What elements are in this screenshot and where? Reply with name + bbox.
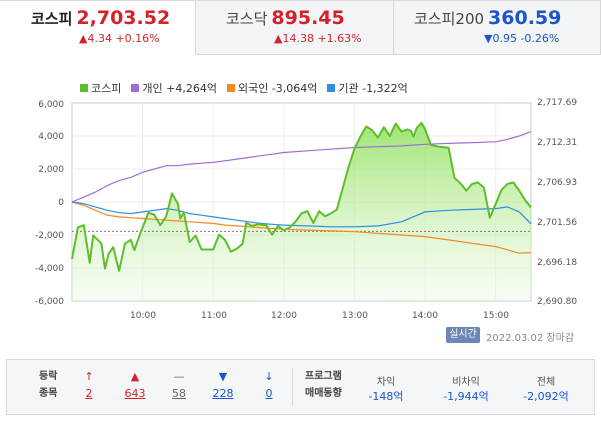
tab-kosdaq-name: 코스닥 — [226, 10, 268, 28]
program-total-label: 전체 — [536, 377, 556, 388]
tab-kospi-name: 코스피 — [31, 10, 73, 28]
panel-divider — [292, 368, 293, 406]
chart-grid — [72, 103, 531, 301]
individual-line — [71, 131, 532, 203]
x-axis-tick: 11:00 — [201, 311, 227, 321]
legend-item-foreign[interactable]: 외국인 -3,064억 — [226, 80, 318, 96]
breadth-arrow-icon: ▲ — [130, 370, 140, 383]
left-axis-tick: 0 — [58, 198, 64, 208]
right-axis-tick: 2,712.31 — [537, 138, 578, 148]
chart-series — [71, 121, 532, 301]
legend-item-institution[interactable]: 기관 -1,322억 — [327, 80, 408, 96]
breadth-count-link[interactable]: 2 — [85, 387, 93, 400]
right-axis-tick: 2,701.56 — [537, 218, 578, 228]
breadth-count-link[interactable]: 0 — [265, 387, 273, 400]
breadth-arrow-icon: ↑ — [84, 370, 94, 383]
tab-kosdaq-change: ▲14.38 +1.63% — [274, 32, 362, 45]
legend-label: 코스피 — [91, 82, 122, 95]
right-axis-tick: 2,717.69 — [537, 98, 578, 108]
left-axis-tick: -2,000 — [34, 231, 64, 241]
market-close-date: 2022.03.02 장마감 — [486, 333, 575, 344]
x-axis-tick: 15:00 — [483, 311, 509, 321]
tab-kospi[interactable]: 코스피 2,703.52 ▲4.34 +0.16% — [0, 0, 196, 55]
tab-kospi-change: ▲4.34 +0.16% — [79, 32, 160, 45]
left-axis-tick: 4,000 — [38, 132, 64, 142]
tab-kosdaq-value: 895.45 — [271, 7, 345, 29]
breadth-arrow-icon: ↓ — [264, 370, 274, 383]
breadth-arrow-icon: — — [173, 370, 185, 383]
breadth-arrow-icon: ▼ — [218, 370, 228, 383]
chart-legend: 코스피 개인 +4,264억 외국인 -3,064억 기관 -1,322억 — [80, 80, 408, 96]
index-tabs: 코스피 2,703.52 ▲4.34 +0.16% 코스닥 895.45 ▲14.3… — [0, 0, 601, 55]
breadth-header-2: 종목 — [39, 388, 58, 399]
program-total-value: -2,092억 — [523, 390, 569, 403]
breadth-count-link[interactable]: 58 — [172, 387, 186, 400]
breadth-count-link[interactable]: 643 — [124, 387, 146, 400]
x-axis-tick: 12:00 — [271, 311, 297, 321]
legend-swatch — [327, 84, 336, 92]
breadth-count-link[interactable]: 228 — [212, 387, 234, 400]
realtime-badge[interactable]: 실시간 — [446, 327, 480, 343]
legend-swatch — [226, 84, 235, 92]
program-nonarbitrage-label: 비차익 — [452, 377, 480, 388]
left-axis-tick: 6,000 — [38, 100, 64, 110]
tab-kospi-value: 2,703.52 — [76, 7, 171, 29]
breadth-header-1: 등락 — [39, 371, 58, 382]
program-arbitrage-value: -148억 — [368, 390, 404, 403]
left-axis-tick: -6,000 — [34, 297, 64, 307]
plot-frame — [71, 102, 532, 302]
legend-label: 개인 +4,264억 — [142, 82, 217, 95]
right-axis-tick: 2,706.93 — [537, 178, 578, 188]
tab-kospi200-value: 360.59 — [488, 7, 562, 29]
foreign-line — [71, 201, 532, 254]
kospi-area — [72, 122, 531, 301]
x-axis-tick: 14:00 — [412, 311, 438, 321]
legend-swatch — [131, 84, 140, 92]
right-axis-tick: 2,696.18 — [537, 258, 578, 268]
left-axis-tick: 2,000 — [38, 165, 64, 175]
legend-label: 외국인 -3,064억 — [237, 82, 318, 95]
program-nonarbitrage-value: -1,944억 — [443, 390, 489, 403]
legend-swatch — [80, 84, 88, 92]
tab-kosdaq[interactable]: 코스닥 895.45 ▲14.38 +1.63% — [196, 0, 394, 55]
tab-kospi200-change: ▼0.95 -0.26% — [484, 32, 560, 45]
tab-kospi200-name: 코스피200 — [414, 10, 485, 28]
x-axis-tick: 10:00 — [130, 311, 156, 321]
kospi-line — [71, 121, 532, 272]
program-arbitrage-label: 차익 — [376, 377, 396, 388]
legend-item-individual[interactable]: 개인 +4,264억 — [131, 80, 217, 96]
market-breadth-panel: 등락 종목 ↑ 2 ▲ 643 — 58 ▼ 228 ↓ 0 프로그램 매매동향 차익 -148억… — [6, 359, 595, 415]
program-header-1: 프로그램 — [305, 371, 342, 382]
legend-item-kospi[interactable]: 코스피 — [80, 80, 121, 96]
legend-label: 기관 -1,322억 — [338, 82, 408, 95]
left-axis-tick: -4,000 — [34, 264, 64, 274]
right-axis-tick: 2,690.80 — [537, 297, 578, 307]
institution-line — [71, 201, 532, 228]
tab-kospi200[interactable]: 코스피200 360.59 ▼0.95 -0.26% — [394, 0, 601, 55]
program-header-2: 매매동향 — [305, 388, 342, 399]
x-axis-tick: 13:00 — [342, 311, 368, 321]
